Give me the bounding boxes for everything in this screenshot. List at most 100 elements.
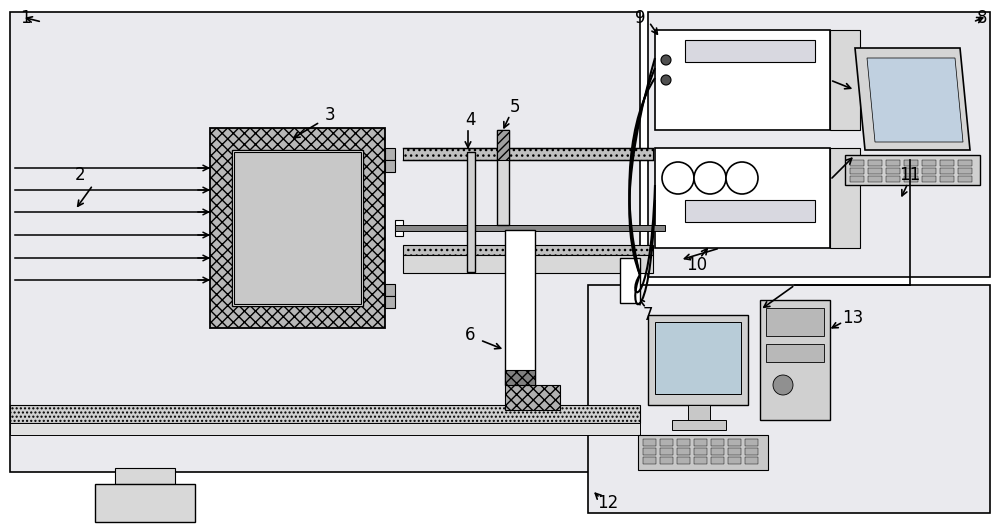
Text: 1: 1 [20,9,30,27]
Text: 10: 10 [686,256,708,274]
Bar [940,176,954,182]
Bar [728,457,741,464]
Text: 6: 6 [465,326,475,344]
Bar [850,168,864,174]
Bar [886,168,900,174]
Bar [643,457,656,464]
Bar [728,439,741,446]
Bar [868,160,882,166]
Bar [904,160,918,166]
Bar [958,168,972,174]
Bar [958,176,972,182]
Bar [10,12,640,472]
Bar [10,423,640,435]
Bar [497,130,509,160]
Bar [232,150,363,306]
Bar [694,448,707,455]
Bar [95,484,195,522]
Bar [904,168,918,174]
Text: 13: 13 [842,309,864,327]
Bar [672,420,726,430]
Bar [711,457,724,464]
Bar [688,405,710,420]
Bar [922,176,936,182]
Bar [830,30,860,130]
Bar [648,12,990,277]
Bar [745,439,758,446]
Bar [886,176,900,182]
Bar [234,152,361,304]
Bar [655,30,830,130]
Circle shape [773,375,793,395]
Bar [830,148,860,248]
Circle shape [662,162,694,194]
Bar [745,457,758,464]
Bar [694,439,707,446]
Circle shape [694,162,726,194]
Text: 5: 5 [510,98,520,116]
Bar [868,168,882,174]
Bar [745,448,758,455]
Bar [638,435,768,470]
Circle shape [726,162,758,194]
Bar [845,155,980,185]
Bar [395,225,665,231]
Bar [497,130,509,225]
Bar [685,40,815,62]
Bar [588,285,990,513]
Bar [385,148,395,160]
Bar [677,457,690,464]
Bar [904,176,918,182]
Bar [728,448,741,455]
Bar [648,315,748,405]
Bar [115,468,175,484]
Circle shape [661,55,671,65]
Bar [760,300,830,420]
Bar [711,439,724,446]
Text: 11: 11 [899,166,921,184]
Bar [922,168,936,174]
Text: 8: 8 [977,9,987,27]
Polygon shape [855,48,970,150]
Bar [505,230,535,385]
Bar [655,322,741,394]
Bar [886,160,900,166]
Bar [403,148,653,160]
Bar [660,457,673,464]
Bar [940,168,954,174]
Text: 12: 12 [597,494,619,512]
Text: 9: 9 [635,9,645,27]
Bar [620,258,640,303]
Bar [922,160,936,166]
Text: 7: 7 [643,306,653,324]
Bar [385,160,395,172]
Bar [660,439,673,446]
Bar [677,448,690,455]
Bar [643,448,656,455]
Circle shape [661,75,671,85]
Bar [660,448,673,455]
Bar [385,284,395,296]
Bar [766,344,824,362]
Bar [385,296,395,308]
Bar [505,370,535,385]
Bar [467,152,475,272]
Bar [677,439,690,446]
Bar [210,128,385,328]
Polygon shape [867,58,963,142]
Text: 4: 4 [465,111,475,129]
Bar [685,200,815,222]
Bar [850,176,864,182]
Bar [395,220,403,236]
Bar [940,160,954,166]
Bar [868,176,882,182]
Bar [505,385,560,410]
Bar [711,448,724,455]
Bar [10,405,640,423]
Bar [403,255,653,273]
Bar [694,457,707,464]
Text: 3: 3 [325,106,335,124]
Bar [766,308,824,336]
Bar [850,160,864,166]
Bar [643,439,656,446]
